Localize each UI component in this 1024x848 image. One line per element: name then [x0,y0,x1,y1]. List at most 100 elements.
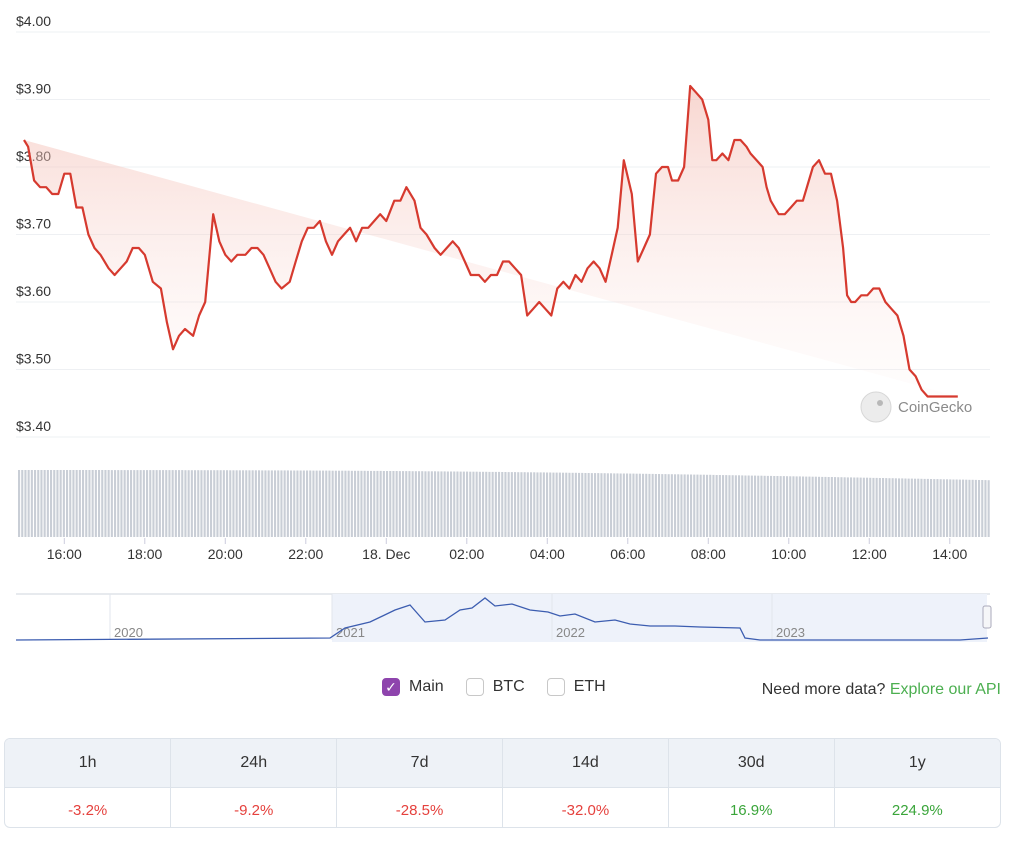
volume-bar [616,473,619,537]
volume-bar [370,470,373,537]
volume-bar [254,470,257,537]
volume-bar [952,479,955,537]
eth-checkbox[interactable] [546,678,565,696]
volume-bar [798,476,801,537]
toggle-main[interactable]: ✓ Main [382,678,444,696]
volume-bar [488,471,491,537]
volume-bar [661,474,664,537]
volume-bar [984,480,987,537]
volume-bar [18,470,21,537]
volume-bar [184,470,187,537]
volume-bar [978,480,981,537]
x-tick-label: 16:00 [47,546,82,562]
volume-bar [293,470,296,537]
volume-bar [162,470,165,537]
x-tick-label: 02:00 [449,546,484,562]
volume-bar [472,471,475,537]
volume-bar [507,472,510,537]
volume-bar [520,472,523,537]
volume-bar [664,474,667,537]
volume-bar [504,472,507,537]
y-tick-label: $3.90 [16,81,51,97]
volume-bar [680,474,683,537]
navigator-tick-label: 2023 [776,625,805,640]
volume-bar [328,470,331,537]
volume-bar [283,470,286,537]
volume-bar [834,477,837,537]
toggle-main-label: Main [409,678,444,695]
volume-bar [517,472,520,537]
volume-bar [331,470,334,537]
toggle-eth[interactable]: ETH [546,678,606,696]
coingecko-watermark: CoinGecko [860,391,972,423]
volume-bar [232,470,235,537]
volume-bar [690,474,693,537]
volume-bar [405,471,408,537]
volume-bar [344,470,347,537]
volume-bar [872,477,875,537]
navigator-handle[interactable] [982,605,992,629]
explore-api-link[interactable]: Explore our API [889,681,1001,698]
volume-bar [123,470,126,537]
volume-bar [763,475,766,537]
volume-bar [98,470,101,537]
x-tick-label: 04:00 [530,546,565,562]
main-checkbox[interactable]: ✓ [382,678,400,696]
volume-bar [626,473,629,537]
volume-bar [194,470,197,537]
x-tick-label: 10:00 [771,546,806,562]
volume-bar [456,471,459,537]
navigator-tick-label: 2020 [114,625,143,640]
volume-bar [200,470,203,537]
volume-bar [376,470,379,537]
volume-bar [104,470,107,537]
volume-bar [62,470,65,537]
toggle-btc[interactable]: BTC [465,678,525,696]
volume-bar [373,470,376,537]
x-tick-label: 20:00 [208,546,243,562]
volume-bar [574,472,577,537]
period-1y: 1y [834,739,1000,788]
volume-bar [434,471,437,537]
volume-bar [738,475,741,537]
volume-bar [958,479,961,537]
volume-bar [203,470,206,537]
volume-bar [792,476,795,537]
volume-bar [555,472,558,537]
volume-bar [606,473,609,537]
volume-bar [946,479,949,537]
period-1h: 1h [5,739,172,788]
x-tick-label: 18:00 [127,546,162,562]
volume-bar [549,472,552,537]
btc-checkbox[interactable] [465,678,484,696]
volume-bar [165,470,168,537]
change-1h: -3.2% [5,787,172,827]
volume-bar [171,470,174,537]
volume-bar [421,471,424,537]
volume-bar [926,478,929,537]
volume-bar [341,470,344,537]
volume-bar [568,472,571,537]
price-area [24,86,958,397]
volume-bar [242,470,245,537]
volume-bar [178,470,181,537]
volume-bar [424,471,427,537]
volume-bar [437,471,440,537]
volume-bar [914,478,917,537]
volume-bar [75,470,78,537]
volume-bar [696,474,699,537]
volume-bar [110,470,113,537]
volume-bar [702,474,705,537]
volume-bar [594,473,597,537]
volume-bar [402,471,405,537]
volume-bar [824,476,827,537]
volume-bar [962,479,965,537]
volume-bar [66,470,69,537]
volume-bar [354,470,357,537]
volume-bar [139,470,142,537]
y-tick-label: $3.50 [16,351,51,367]
volume-bar [53,470,56,537]
volume-bar [850,477,853,537]
volume-bar [59,470,62,537]
toggle-btc-label: BTC [492,678,525,695]
